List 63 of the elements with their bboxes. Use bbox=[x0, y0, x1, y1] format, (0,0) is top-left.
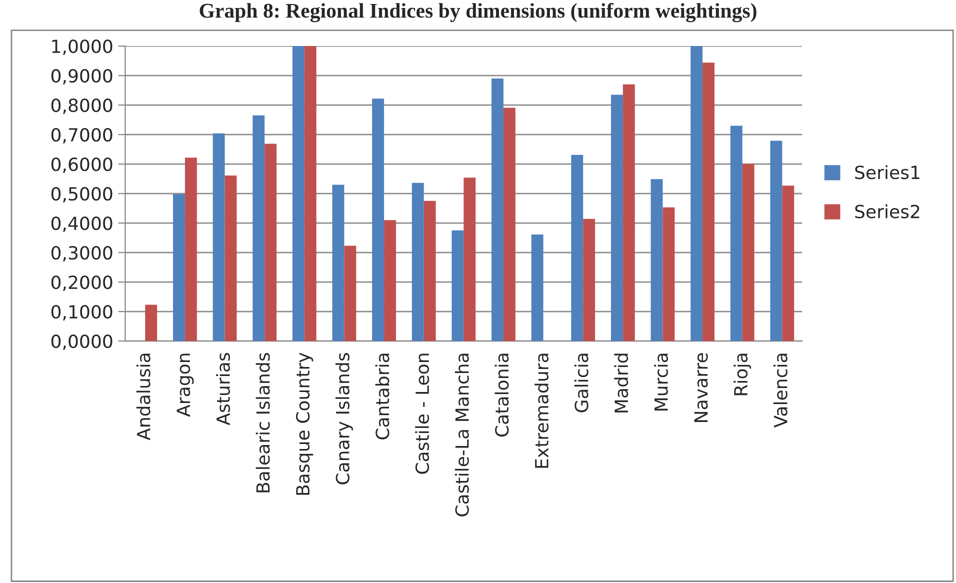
legend-label: Series1 bbox=[855, 165, 920, 180]
x-tick-label: Murcia bbox=[654, 354, 668, 410]
x-tick-label: Extremadura bbox=[534, 354, 549, 468]
x-tick-label: Asturias bbox=[216, 353, 230, 426]
bar bbox=[531, 234, 544, 342]
bar bbox=[212, 133, 225, 342]
bar bbox=[412, 182, 424, 342]
x-tick-label: Catalonia bbox=[494, 354, 509, 437]
bar bbox=[224, 176, 237, 342]
bar bbox=[332, 184, 344, 342]
x-tick-label: Basque Country bbox=[296, 352, 314, 495]
legend-label: Series2 bbox=[855, 204, 920, 218]
x-tick-label: Aragon bbox=[176, 354, 194, 417]
bar bbox=[452, 230, 464, 342]
bar bbox=[702, 62, 714, 342]
bar bbox=[622, 84, 635, 342]
x-tick-label: Balearic Islands bbox=[256, 353, 270, 492]
bar bbox=[145, 304, 158, 342]
bar bbox=[264, 144, 277, 342]
bar bbox=[372, 98, 384, 342]
bar bbox=[503, 108, 516, 342]
bar bbox=[292, 46, 304, 342]
bar bbox=[464, 178, 476, 342]
bar bbox=[662, 207, 675, 342]
bar bbox=[384, 220, 396, 342]
x-tick-label: Cantabria bbox=[375, 354, 390, 440]
x-tick-label: Canary Islands bbox=[335, 353, 353, 484]
y-tick-label: 0,1000 bbox=[51, 305, 112, 321]
bar bbox=[184, 158, 197, 342]
bar bbox=[650, 179, 663, 342]
y-tick-label: 0,0000 bbox=[51, 334, 112, 350]
bar bbox=[252, 115, 265, 342]
bar bbox=[583, 218, 596, 342]
bar bbox=[730, 126, 742, 342]
x-tick-label: Rioja bbox=[734, 354, 752, 396]
y-tick-label: 0,9000 bbox=[51, 69, 112, 85]
x-tick-label: Andalusia bbox=[136, 354, 150, 440]
bar bbox=[492, 78, 504, 342]
bar bbox=[690, 46, 703, 342]
bar bbox=[742, 164, 754, 342]
y-tick-label: 0,4000 bbox=[51, 216, 112, 232]
x-tick-label: Castile - Leon bbox=[415, 354, 430, 474]
bar bbox=[344, 246, 356, 342]
y-tick-label: 0,8000 bbox=[51, 98, 112, 114]
y-tick-label: 0,3000 bbox=[51, 246, 112, 262]
x-tick-label: Galicia bbox=[574, 354, 588, 412]
x-tick-label: Navarre bbox=[694, 353, 708, 422]
y-tick-label: 0,2000 bbox=[51, 276, 112, 292]
y-tick-label: 1,0000 bbox=[52, 40, 112, 56]
x-tick-label: Madrid bbox=[614, 354, 628, 412]
bar bbox=[304, 46, 316, 342]
bar bbox=[770, 140, 782, 342]
bar bbox=[571, 154, 584, 342]
x-tick-label: Castile-La Mancha bbox=[454, 354, 469, 516]
y-tick-label: 0,5000 bbox=[51, 187, 112, 203]
bar bbox=[610, 94, 623, 342]
chart-title: Graph 8: Regional Indices by dimensions (uniform weightings) bbox=[200, 2, 756, 22]
x-tick-label: Valencia bbox=[773, 354, 788, 428]
bar bbox=[173, 194, 185, 342]
bar bbox=[782, 186, 794, 342]
y-tick-label: 0,6000 bbox=[51, 158, 112, 174]
y-tick-label: 0,7000 bbox=[51, 128, 112, 144]
bar bbox=[424, 200, 436, 342]
